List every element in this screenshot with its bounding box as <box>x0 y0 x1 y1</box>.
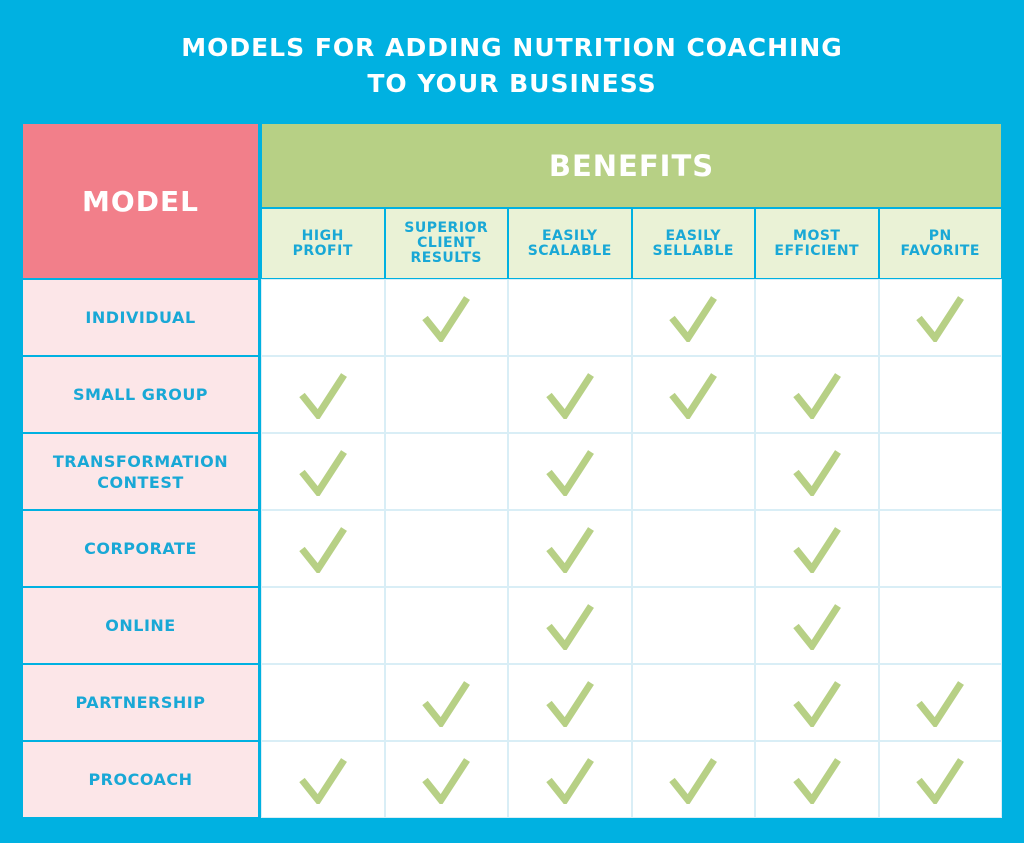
table-cell <box>261 356 385 433</box>
table-cell <box>755 433 879 510</box>
table-cell <box>261 279 385 356</box>
checkmark-icon <box>793 449 841 496</box>
table-cell <box>508 356 632 433</box>
table-cell <box>261 587 385 664</box>
checkmark-icon <box>916 295 965 342</box>
table-cell <box>631 741 755 818</box>
benefit-column-header: MOST EFFICIENT <box>756 209 878 278</box>
table-cell <box>878 356 1002 433</box>
table-cell <box>384 279 508 356</box>
checkmark-icon <box>916 680 965 727</box>
checkmark-icon <box>669 757 718 804</box>
row-label: PARTNERSHIP <box>23 665 258 740</box>
table-cell <box>508 741 632 818</box>
table-cell <box>508 510 632 587</box>
table-cell <box>631 279 755 356</box>
table-cell <box>508 433 632 510</box>
checkmark-icon <box>793 603 841 650</box>
table-cell <box>878 510 1002 587</box>
model-column-header: MODEL <box>23 124 258 278</box>
table-cell <box>755 510 879 587</box>
checkmark-icon <box>916 757 965 804</box>
row-label: SMALL GROUP <box>23 357 258 432</box>
benefits-header: BENEFITS <box>262 124 1001 207</box>
comparison-table: MODEL BENEFITS HIGH PROFIT SUPERIOR CLIEN… <box>23 124 1002 818</box>
title-line-2: TO YOUR BUSINESS <box>367 69 657 98</box>
checkmark-icon <box>546 526 594 573</box>
row-label: ONLINE <box>23 588 258 663</box>
table-cell <box>261 664 385 741</box>
checkmark-icon <box>793 526 841 573</box>
checkmark-icon <box>422 680 471 727</box>
table-cell <box>631 433 755 510</box>
table-cell <box>508 279 632 356</box>
checkmark-icon <box>546 757 594 804</box>
benefit-column-header: HIGH PROFIT <box>262 209 384 278</box>
table-cell <box>631 664 755 741</box>
table-cell <box>508 587 632 664</box>
checkmark-icon <box>793 680 841 727</box>
benefit-column-header: EASILY SCALABLE <box>509 209 631 278</box>
benefit-column-header: PN FAVORITE <box>879 209 1001 278</box>
checkmark-icon <box>546 372 594 419</box>
row-label: TRANSFORMATION CONTEST <box>23 434 258 509</box>
checkmark-icon <box>793 757 841 804</box>
table-cell <box>384 741 508 818</box>
checkmark-icon <box>422 757 471 804</box>
table-cell <box>261 433 385 510</box>
table-cell <box>508 664 632 741</box>
table-cell <box>755 356 879 433</box>
table-cell <box>384 356 508 433</box>
table-cell <box>878 741 1002 818</box>
benefit-column-header: EASILY SELLABLE <box>632 209 754 278</box>
table-cell <box>878 587 1002 664</box>
table-cell <box>384 587 508 664</box>
table-cell <box>631 587 755 664</box>
table-cell <box>384 433 508 510</box>
checkmark-icon <box>669 372 718 419</box>
table-cell <box>261 741 385 818</box>
row-label: INDIVIDUAL <box>23 280 258 355</box>
table-cell <box>878 664 1002 741</box>
row-label: CORPORATE <box>23 511 258 586</box>
table-cell <box>261 510 385 587</box>
page-title: MODELS FOR ADDING NUTRITION COACHING TO … <box>0 30 1024 102</box>
table-cell <box>384 664 508 741</box>
checkmark-icon <box>299 757 347 804</box>
checkmark-icon <box>299 372 347 419</box>
title-line-1: MODELS FOR ADDING NUTRITION COACHING <box>181 33 843 62</box>
checkmark-icon <box>422 295 471 342</box>
table-cell <box>755 664 879 741</box>
checkmark-icon <box>299 526 347 573</box>
table-cell <box>384 510 508 587</box>
checkmark-icon <box>669 295 718 342</box>
table-cell <box>878 433 1002 510</box>
checkmark-icon <box>546 680 594 727</box>
checkmark-icon <box>299 449 347 496</box>
table-cell <box>755 279 879 356</box>
table-cell <box>878 279 1002 356</box>
table-cell <box>631 356 755 433</box>
checkmark-icon <box>793 372 841 419</box>
table-cell <box>631 510 755 587</box>
checkmark-icon <box>546 449 594 496</box>
table-cell <box>755 587 879 664</box>
row-label: PROCOACH <box>23 742 258 817</box>
checkmark-icon <box>546 603 594 650</box>
table-cell <box>755 741 879 818</box>
benefit-column-header: SUPERIOR CLIENT RESULTS <box>385 209 507 278</box>
